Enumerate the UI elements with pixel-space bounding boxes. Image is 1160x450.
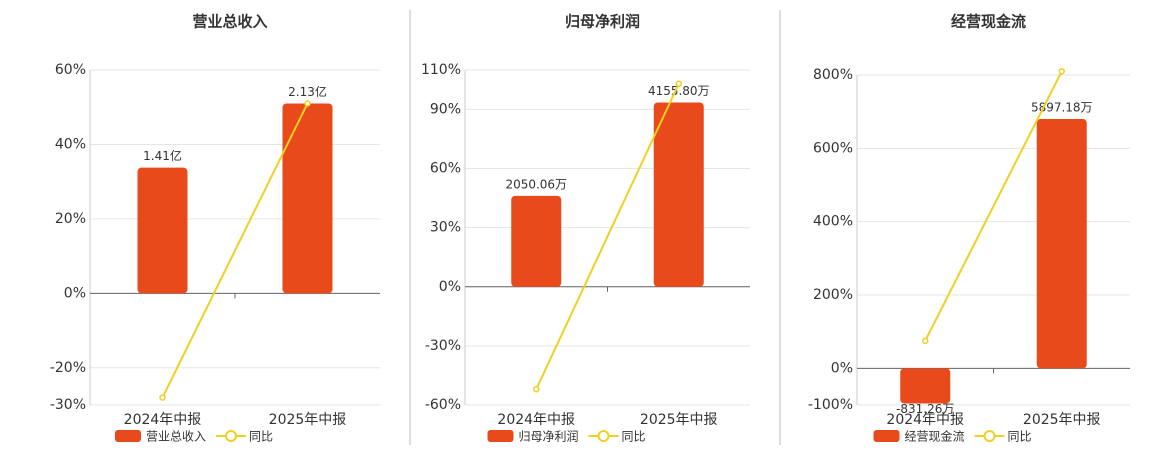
y-tick-label: 110% xyxy=(421,62,461,78)
legend-swatch xyxy=(983,430,996,442)
line-point xyxy=(304,100,311,107)
legend-swatch xyxy=(487,430,514,442)
line xyxy=(535,83,680,390)
line-point xyxy=(922,337,929,345)
y-tick-label: -60% xyxy=(425,397,461,413)
value-label: 1.41亿 xyxy=(143,148,182,163)
y-tick-label: 30% xyxy=(430,220,461,236)
y-tick-label: 90% xyxy=(430,101,461,117)
legend-label: 同比 xyxy=(1008,430,1032,444)
y-tick-label: 0% xyxy=(64,285,86,301)
chart-title: 营业总收入 xyxy=(192,13,267,31)
y-tick-label: 0% xyxy=(439,279,461,295)
y-tick-label: 200% xyxy=(813,287,853,303)
bar xyxy=(511,195,562,287)
legend-label: 同比 xyxy=(622,430,646,444)
line-point xyxy=(1058,68,1065,75)
x-tick-label: 2025年中报 xyxy=(269,412,347,428)
line xyxy=(161,103,309,398)
y-tick-label: -20% xyxy=(50,360,86,376)
y-tick-label: -100% xyxy=(808,397,853,413)
chart-title: 经营现金流 xyxy=(951,13,1026,31)
x-tick-label: 2024年中报 xyxy=(886,412,964,428)
bar xyxy=(900,368,951,404)
legend-label: 同比 xyxy=(249,430,273,444)
value-label: 2050.06万 xyxy=(505,177,567,191)
bar xyxy=(137,167,188,294)
y-tick-label: 60% xyxy=(55,62,86,78)
legend-swatch xyxy=(225,430,238,442)
y-tick-label: 60% xyxy=(430,161,461,177)
line-point xyxy=(675,80,682,88)
bar xyxy=(1036,119,1087,369)
line-point xyxy=(159,394,166,401)
bar xyxy=(653,102,704,287)
x-tick-label: 2025年中报 xyxy=(640,412,718,428)
y-tick-label: 600% xyxy=(813,140,853,156)
x-tick-label: 2024年中报 xyxy=(497,412,575,428)
line xyxy=(924,70,1063,342)
legend-label: 营业总收入 xyxy=(146,430,206,444)
x-tick-label: 2024年中报 xyxy=(124,412,202,428)
legend-label: 归母净利润 xyxy=(519,430,579,444)
value-label: 5897.18万 xyxy=(1031,101,1093,115)
value-label: -831.26万 xyxy=(896,402,954,416)
y-tick-label: -30% xyxy=(425,338,461,354)
y-tick-label: 40% xyxy=(55,136,86,152)
legend-label: 经营现金流 xyxy=(905,429,965,444)
value-label: 2.13亿 xyxy=(288,84,327,99)
value-label: 4155.80万 xyxy=(648,84,710,98)
y-tick-label: 800% xyxy=(813,67,853,83)
y-tick-label: -30% xyxy=(50,397,86,413)
line-point xyxy=(533,385,540,393)
legend-swatch xyxy=(873,430,900,442)
y-tick-label: 0% xyxy=(831,360,853,376)
bar xyxy=(282,103,333,294)
chart-title: 归母净利润 xyxy=(565,13,640,31)
y-tick-label: 20% xyxy=(55,211,86,227)
legend-swatch xyxy=(597,430,610,442)
legend-swatch xyxy=(115,430,141,442)
y-tick-label: 400% xyxy=(813,214,853,230)
x-tick-label: 2025年中报 xyxy=(1023,412,1101,428)
